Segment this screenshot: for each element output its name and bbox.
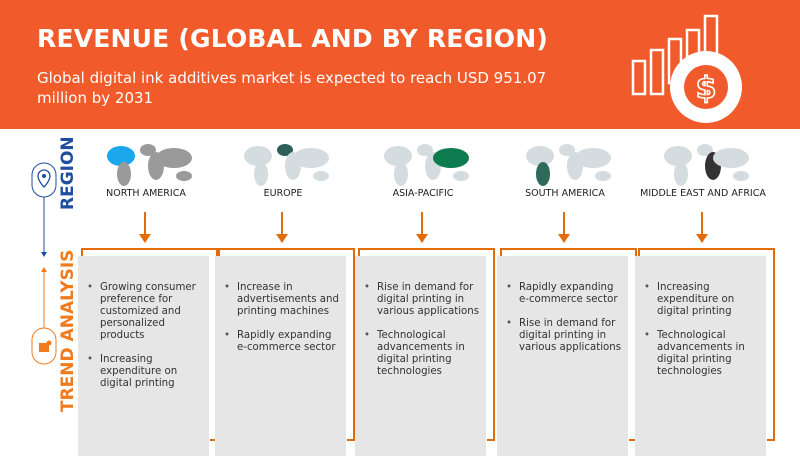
world-map-icon xyxy=(107,144,192,186)
region-name: EUROPE xyxy=(263,188,303,199)
location-pin-icon xyxy=(37,169,51,188)
flow-connector xyxy=(31,162,57,365)
trend-box: Rise in demand for digital printing in v… xyxy=(355,256,486,456)
trend-item: Increasing expenditure on digital printi… xyxy=(87,354,203,390)
trend-item: Growing consumer preference for customiz… xyxy=(87,282,203,342)
page-subtitle: Global digital ink additives market is e… xyxy=(37,69,547,107)
page-title: REVENUE (GLOBAL AND BY REGION) xyxy=(37,24,549,53)
world-map-icon xyxy=(664,144,749,186)
trend-item: Rise in demand for digital printing in v… xyxy=(364,282,480,318)
down-arrow-head xyxy=(696,234,708,243)
trend-item: Increase in advertisements and printing … xyxy=(224,282,340,318)
svg-text:$: $ xyxy=(696,71,717,106)
trend-box: Increasing expenditure on digital printi… xyxy=(635,256,766,456)
trend-item: Technological advancements in digital pr… xyxy=(644,330,760,378)
down-arrow xyxy=(701,212,703,236)
down-arrow-head xyxy=(276,234,288,243)
down-arrow-head xyxy=(416,234,428,243)
trend-list: Increase in advertisements and printing … xyxy=(215,256,346,354)
region-label: REGION xyxy=(58,136,78,210)
box-bracket xyxy=(358,248,495,441)
header-banner: REVENUE (GLOBAL AND BY REGION) Global di… xyxy=(0,0,800,129)
trend-item: Rise in demand for digital printing in v… xyxy=(506,318,622,354)
down-arrow xyxy=(281,212,283,236)
region-name: ASIA-PACIFIC xyxy=(392,188,454,199)
region-name: SOUTH AMERICA xyxy=(525,188,605,199)
trend-item: Technological advancements in digital pr… xyxy=(364,330,480,378)
trend-list: Rise in demand for digital printing in v… xyxy=(355,256,486,378)
down-arrow xyxy=(144,212,146,236)
world-map-icon xyxy=(384,144,469,186)
revenue-growth-dollar-icon: $ xyxy=(631,14,742,123)
trend-list: Increasing expenditure on digital printi… xyxy=(635,256,766,378)
trend-analysis-label: TREND ANALYSIS xyxy=(58,249,78,412)
box-bracket xyxy=(218,248,355,441)
trend-list: Rapidly expanding e-commerce sector Rise … xyxy=(497,256,628,354)
trend-box: Increase in advertisements and printing … xyxy=(215,256,346,456)
region-name: MIDDLE EAST AND AFRICA xyxy=(640,188,766,199)
world-map-icon xyxy=(526,144,611,186)
trend-box: Rapidly expanding e-commerce sector Rise … xyxy=(497,256,628,456)
trend-hand-icon xyxy=(39,343,49,352)
trend-list: Growing consumer preference for customiz… xyxy=(78,256,209,390)
down-arrow xyxy=(421,212,423,236)
trend-item: Increasing expenditure on digital printi… xyxy=(644,282,760,318)
box-bracket xyxy=(638,248,775,441)
trend-item: Rapidly expanding e-commerce sector xyxy=(224,330,340,354)
world-map-icon xyxy=(244,144,329,186)
down-arrow xyxy=(563,212,565,236)
region-name: NORTH AMERICA xyxy=(106,188,186,199)
trend-item: Rapidly expanding e-commerce sector xyxy=(506,282,622,306)
down-arrow-head xyxy=(139,234,151,243)
trend-box: Growing consumer preference for customiz… xyxy=(78,256,209,456)
down-arrow-head xyxy=(558,234,570,243)
